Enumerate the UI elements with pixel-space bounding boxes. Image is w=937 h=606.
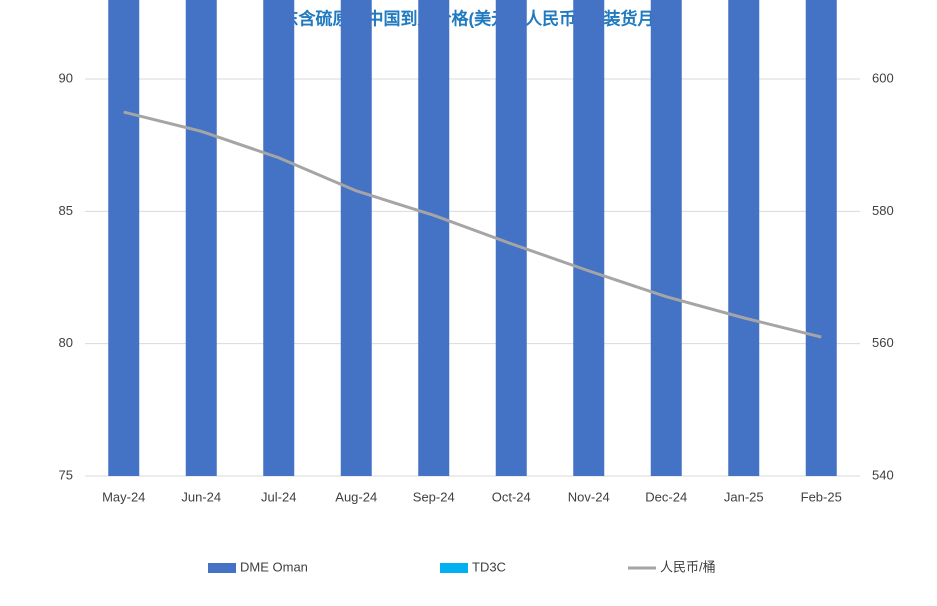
legend-swatch: [440, 563, 468, 573]
y-tick-label: 85: [59, 203, 73, 218]
y-tick-label: 80: [59, 335, 73, 350]
x-tick-label: Feb-25: [801, 489, 842, 504]
legend-label: TD3C: [472, 559, 506, 574]
y-tick-label: 75: [59, 467, 73, 482]
bar: [650, 0, 682, 476]
y2-tick-label: 540: [872, 467, 894, 482]
x-tick-label: Jan-25: [724, 489, 764, 504]
legend-label: 人民币/桶: [660, 559, 716, 574]
y2-tick-label: 580: [872, 203, 894, 218]
legend-label: DME Oman: [240, 559, 308, 574]
y2-tick-label: 560: [872, 335, 894, 350]
bar: [185, 0, 217, 476]
chart-title: 中东含硫原油中国到岸价格(美元＆人民币) 按装货月份: [264, 8, 672, 28]
x-tick-label: Oct-24: [492, 489, 531, 504]
bar: [263, 0, 295, 476]
x-tick-label: Jun-24: [181, 489, 221, 504]
x-tick-label: Nov-24: [568, 489, 610, 504]
y2-tick-label: 600: [872, 70, 894, 85]
bar: [805, 0, 837, 476]
y-tick-label: 90: [59, 70, 73, 85]
bar: [573, 0, 605, 476]
x-tick-label: Sep-24: [413, 489, 455, 504]
x-tick-label: Aug-24: [335, 489, 377, 504]
bar: [108, 0, 140, 477]
bar: [340, 0, 372, 476]
bar: [728, 0, 760, 477]
x-tick-label: Dec-24: [645, 489, 687, 504]
line: [123, 110, 822, 339]
x-tick-label: May-24: [102, 489, 145, 504]
x-tick-label: Jul-24: [261, 489, 296, 504]
legend-swatch: [208, 563, 236, 573]
bar: [495, 0, 527, 477]
bar: [418, 0, 450, 476]
